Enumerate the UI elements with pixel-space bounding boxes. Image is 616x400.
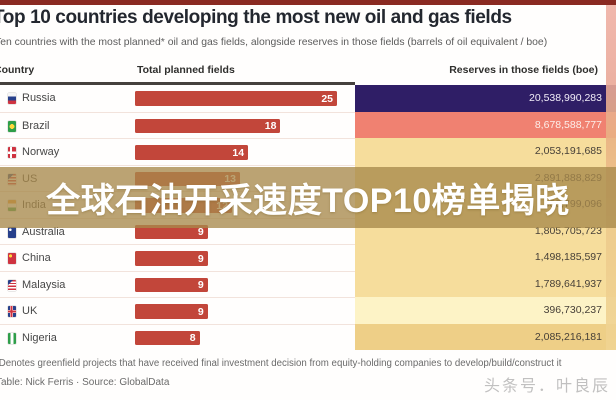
reserves-value: 1,789,641,937	[534, 277, 602, 290]
table-row: Norway 14 2,053,191,685	[0, 138, 616, 165]
reserves-value: 2,085,216,181	[534, 330, 602, 343]
planned-fields-bar: 25	[135, 91, 337, 106]
overlay-headline: 全球石油开采速度TOP10榜单揭晓	[46, 182, 570, 220]
country-cell: Nigeria 8	[0, 323, 355, 350]
bar-value-label: 9	[197, 279, 204, 291]
reserves-value: 396,730,237	[543, 304, 602, 317]
reserves-value: 2,053,191,685	[534, 145, 602, 158]
watermark: 头条号．叶良辰	[483, 378, 610, 395]
country-cell: Brazil 18	[0, 111, 355, 138]
flag-china-icon	[8, 253, 16, 264]
reserves-value: 20,538,990,283	[529, 92, 602, 105]
table-row: Malaysia 9 1,789,641,937	[0, 270, 616, 297]
page-title: Top 10 countries developing the most new…	[0, 7, 512, 28]
bar-value-label: 18	[264, 120, 277, 132]
country-label: Malaysia	[22, 278, 66, 291]
top-border-strip	[0, 0, 616, 5]
flag-australia-icon	[8, 226, 16, 238]
planned-fields-bar: 9	[135, 251, 208, 266]
column-header-country: Country	[0, 64, 35, 76]
bar-value-label: 9	[197, 226, 204, 238]
flag-uk-icon	[8, 306, 16, 317]
footnote: *Denotes greenfield projects that have r…	[0, 358, 562, 369]
flag-russia-icon	[8, 93, 16, 104]
headline-overlay-banner: 全球石油开采速度TOP10榜单揭晓	[0, 167, 616, 228]
planned-fields-bar: 8	[135, 330, 200, 345]
country-label: Brazil	[22, 119, 50, 132]
bar-value-label: 9	[197, 252, 204, 265]
country-label: UK	[22, 305, 38, 317]
column-header-row: Country Total planned fields Reserves in…	[0, 64, 616, 78]
planned-fields-bar: 9	[135, 304, 208, 319]
reserves-cell: 1,789,641,937	[355, 270, 616, 297]
table-row: Russia 25 20,538,990,283	[0, 85, 616, 112]
country-label: Australia	[22, 225, 65, 238]
reserves-cell: 20,538,990,283	[355, 85, 616, 112]
reserves-cell: 2,085,216,181	[355, 323, 616, 350]
country-cell: Russia 25	[0, 85, 355, 112]
header-divider	[0, 82, 355, 85]
planned-fields-bar: 9	[135, 224, 208, 239]
flag-nigeria-icon	[8, 332, 16, 344]
country-cell: UK 9	[0, 297, 355, 324]
reserves-cell: 8,678,588,777	[355, 111, 616, 138]
planned-fields-bar: 18	[135, 118, 281, 133]
reserves-cell: 2,053,191,685	[355, 138, 616, 165]
table-row: UK 9 396,730,237	[0, 297, 616, 324]
bar-value-label: 9	[197, 305, 204, 318]
table-row: Brazil 18 8,678,588,777	[0, 111, 616, 138]
table-row: Nigeria 8 2,085,216,181	[0, 323, 616, 350]
planned-fields-bar: 9	[135, 277, 208, 292]
country-cell: Norway 14	[0, 138, 355, 165]
column-header-reserves: Reserves in those fields (boe)	[449, 64, 598, 76]
country-label: China	[22, 252, 51, 264]
country-label: Norway	[22, 146, 60, 158]
planned-fields-bar: 14	[135, 145, 249, 160]
reserves-value: 1,498,185,597	[534, 251, 602, 264]
country-label: Russia	[22, 92, 56, 104]
column-header-planned-fields: Total planned fields	[137, 64, 235, 76]
flag-norway-icon	[8, 147, 16, 158]
bar-value-label: 8	[189, 332, 196, 344]
flag-malaysia-icon	[8, 279, 16, 291]
flag-brazil-icon	[8, 120, 16, 132]
credit-line: Table: Nick Ferris · Source: GlobalData	[0, 377, 170, 388]
bar-value-label: 14	[232, 146, 245, 159]
reserves-cell: 1,498,185,597	[355, 244, 616, 271]
reserves-value: 8,678,588,777	[534, 118, 602, 131]
country-cell: China 9	[0, 244, 355, 271]
reserves-cell: 396,730,237	[355, 297, 616, 324]
chart-subtitle: Ten countries with the most planned* oil…	[0, 37, 548, 48]
table-row: China 9 1,498,185,597	[0, 244, 616, 271]
bar-value-label: 25	[321, 92, 333, 105]
country-cell: Malaysia 9	[0, 270, 355, 297]
country-label: Nigeria	[22, 331, 57, 344]
